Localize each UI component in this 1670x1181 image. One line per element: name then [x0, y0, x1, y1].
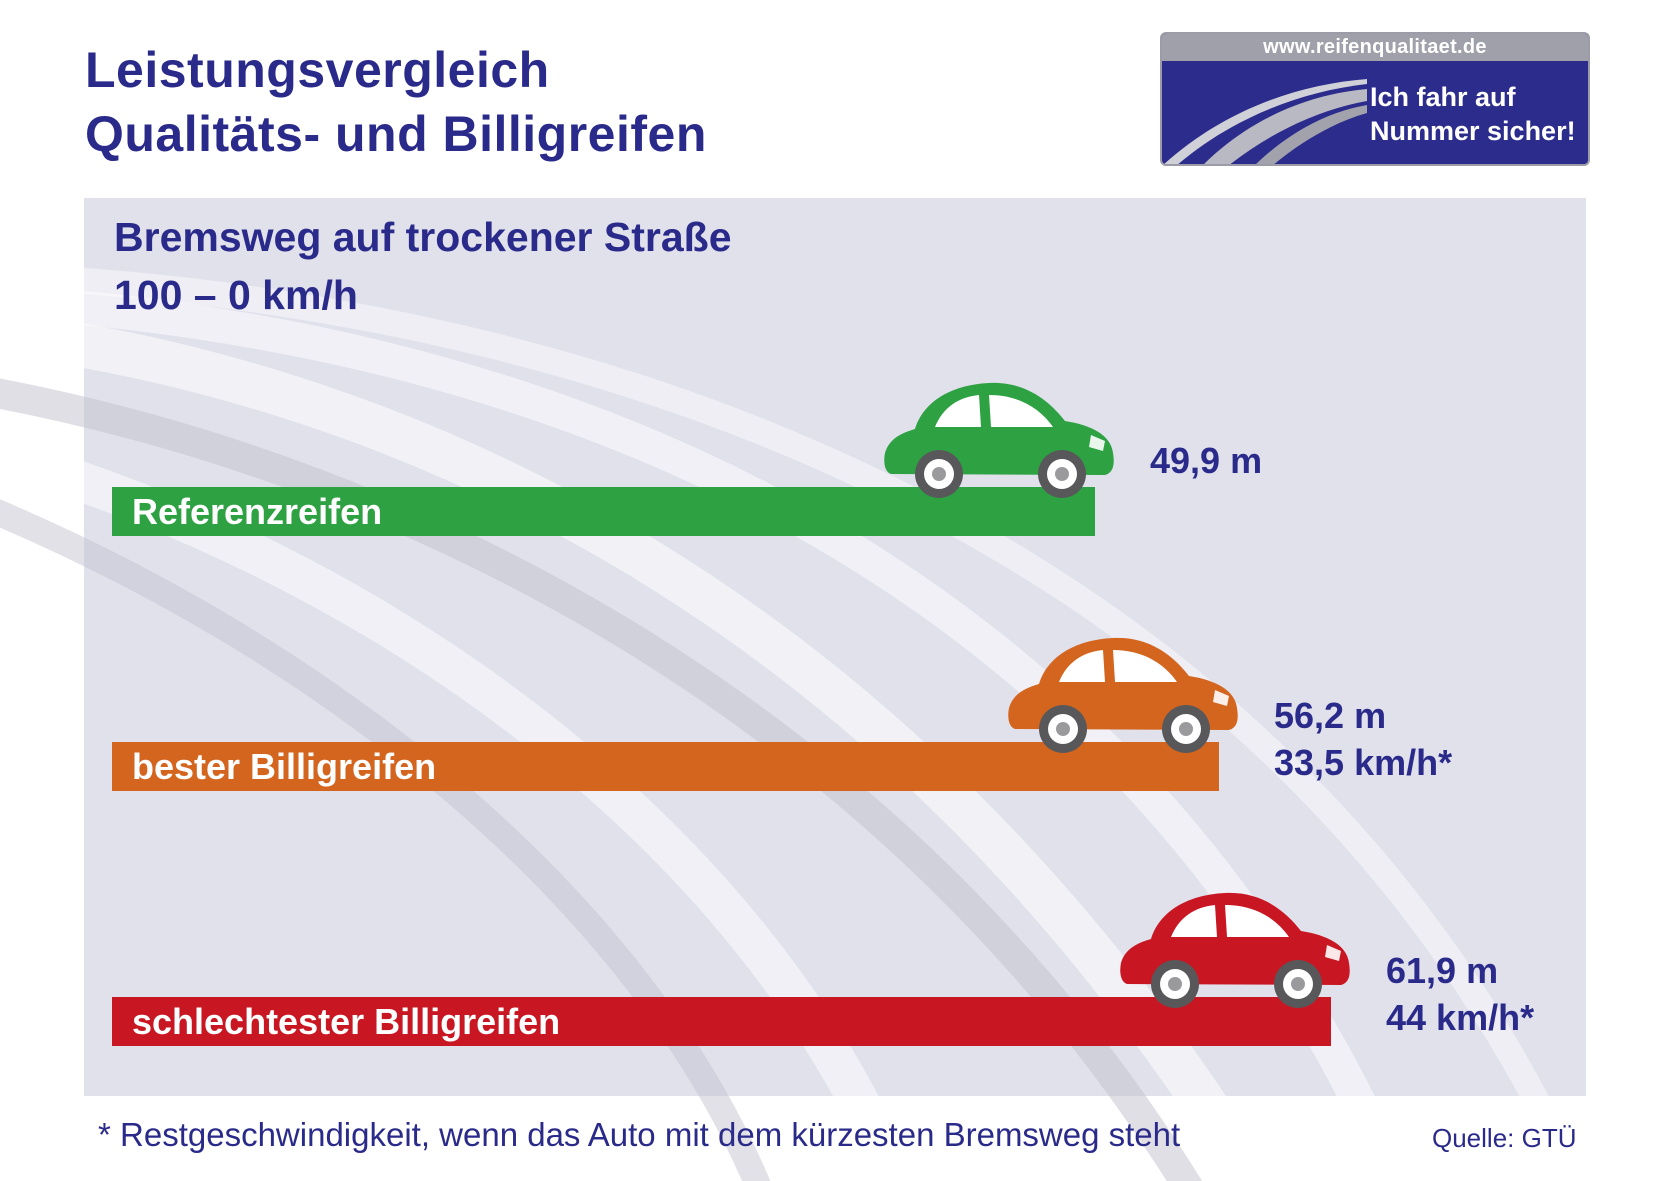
chart-title-line-1: Bremsweg auf trockener Straße	[114, 214, 732, 260]
road-icon	[1164, 79, 1367, 164]
page-title: Leistungsvergleich Qualitäts- und Billig…	[85, 38, 707, 166]
car-icon	[884, 382, 1114, 498]
footnote: * Restgeschwindigkeit, wenn das Auto mit…	[98, 1116, 1181, 1153]
logo-slogan-line-2: Nummer sicher!	[1370, 116, 1576, 146]
logo-slogan: Ich fahr auf Nummer sicher!	[1370, 80, 1580, 148]
bar-3: schlechtester Billigreifen	[112, 997, 1331, 1046]
residual-speed-label-2: 33,5 km/h*	[1274, 742, 1453, 783]
value-label-3: 61,9 m	[1386, 950, 1499, 991]
car-icon	[1120, 892, 1350, 1008]
chart-title-line-2: 100 – 0 km/h	[114, 272, 358, 318]
bar-2: bester Billigreifen	[112, 742, 1219, 791]
residual-speed-label-3: 44 km/h*	[1386, 997, 1535, 1038]
source-credit: Quelle: GTÜ	[1432, 1123, 1577, 1153]
value-label-2: 56,2 m	[1274, 695, 1387, 736]
car-icon	[1008, 637, 1238, 753]
logo-slogan-line-1: Ich fahr auf	[1370, 82, 1516, 112]
logo-url: www.reifenqualitaet.de	[1162, 34, 1588, 61]
chart-title: Bremsweg auf trockener Straße 100 – 0 km…	[114, 208, 732, 324]
title-line-2: Qualitäts- und Billigreifen	[85, 106, 707, 162]
title-line-1: Leistungsvergleich	[85, 42, 550, 98]
value-label-1: 49,9 m	[1150, 440, 1263, 481]
brand-logo: www.reifenqualitaet.de Ich fahr auf Numm…	[1160, 32, 1590, 166]
